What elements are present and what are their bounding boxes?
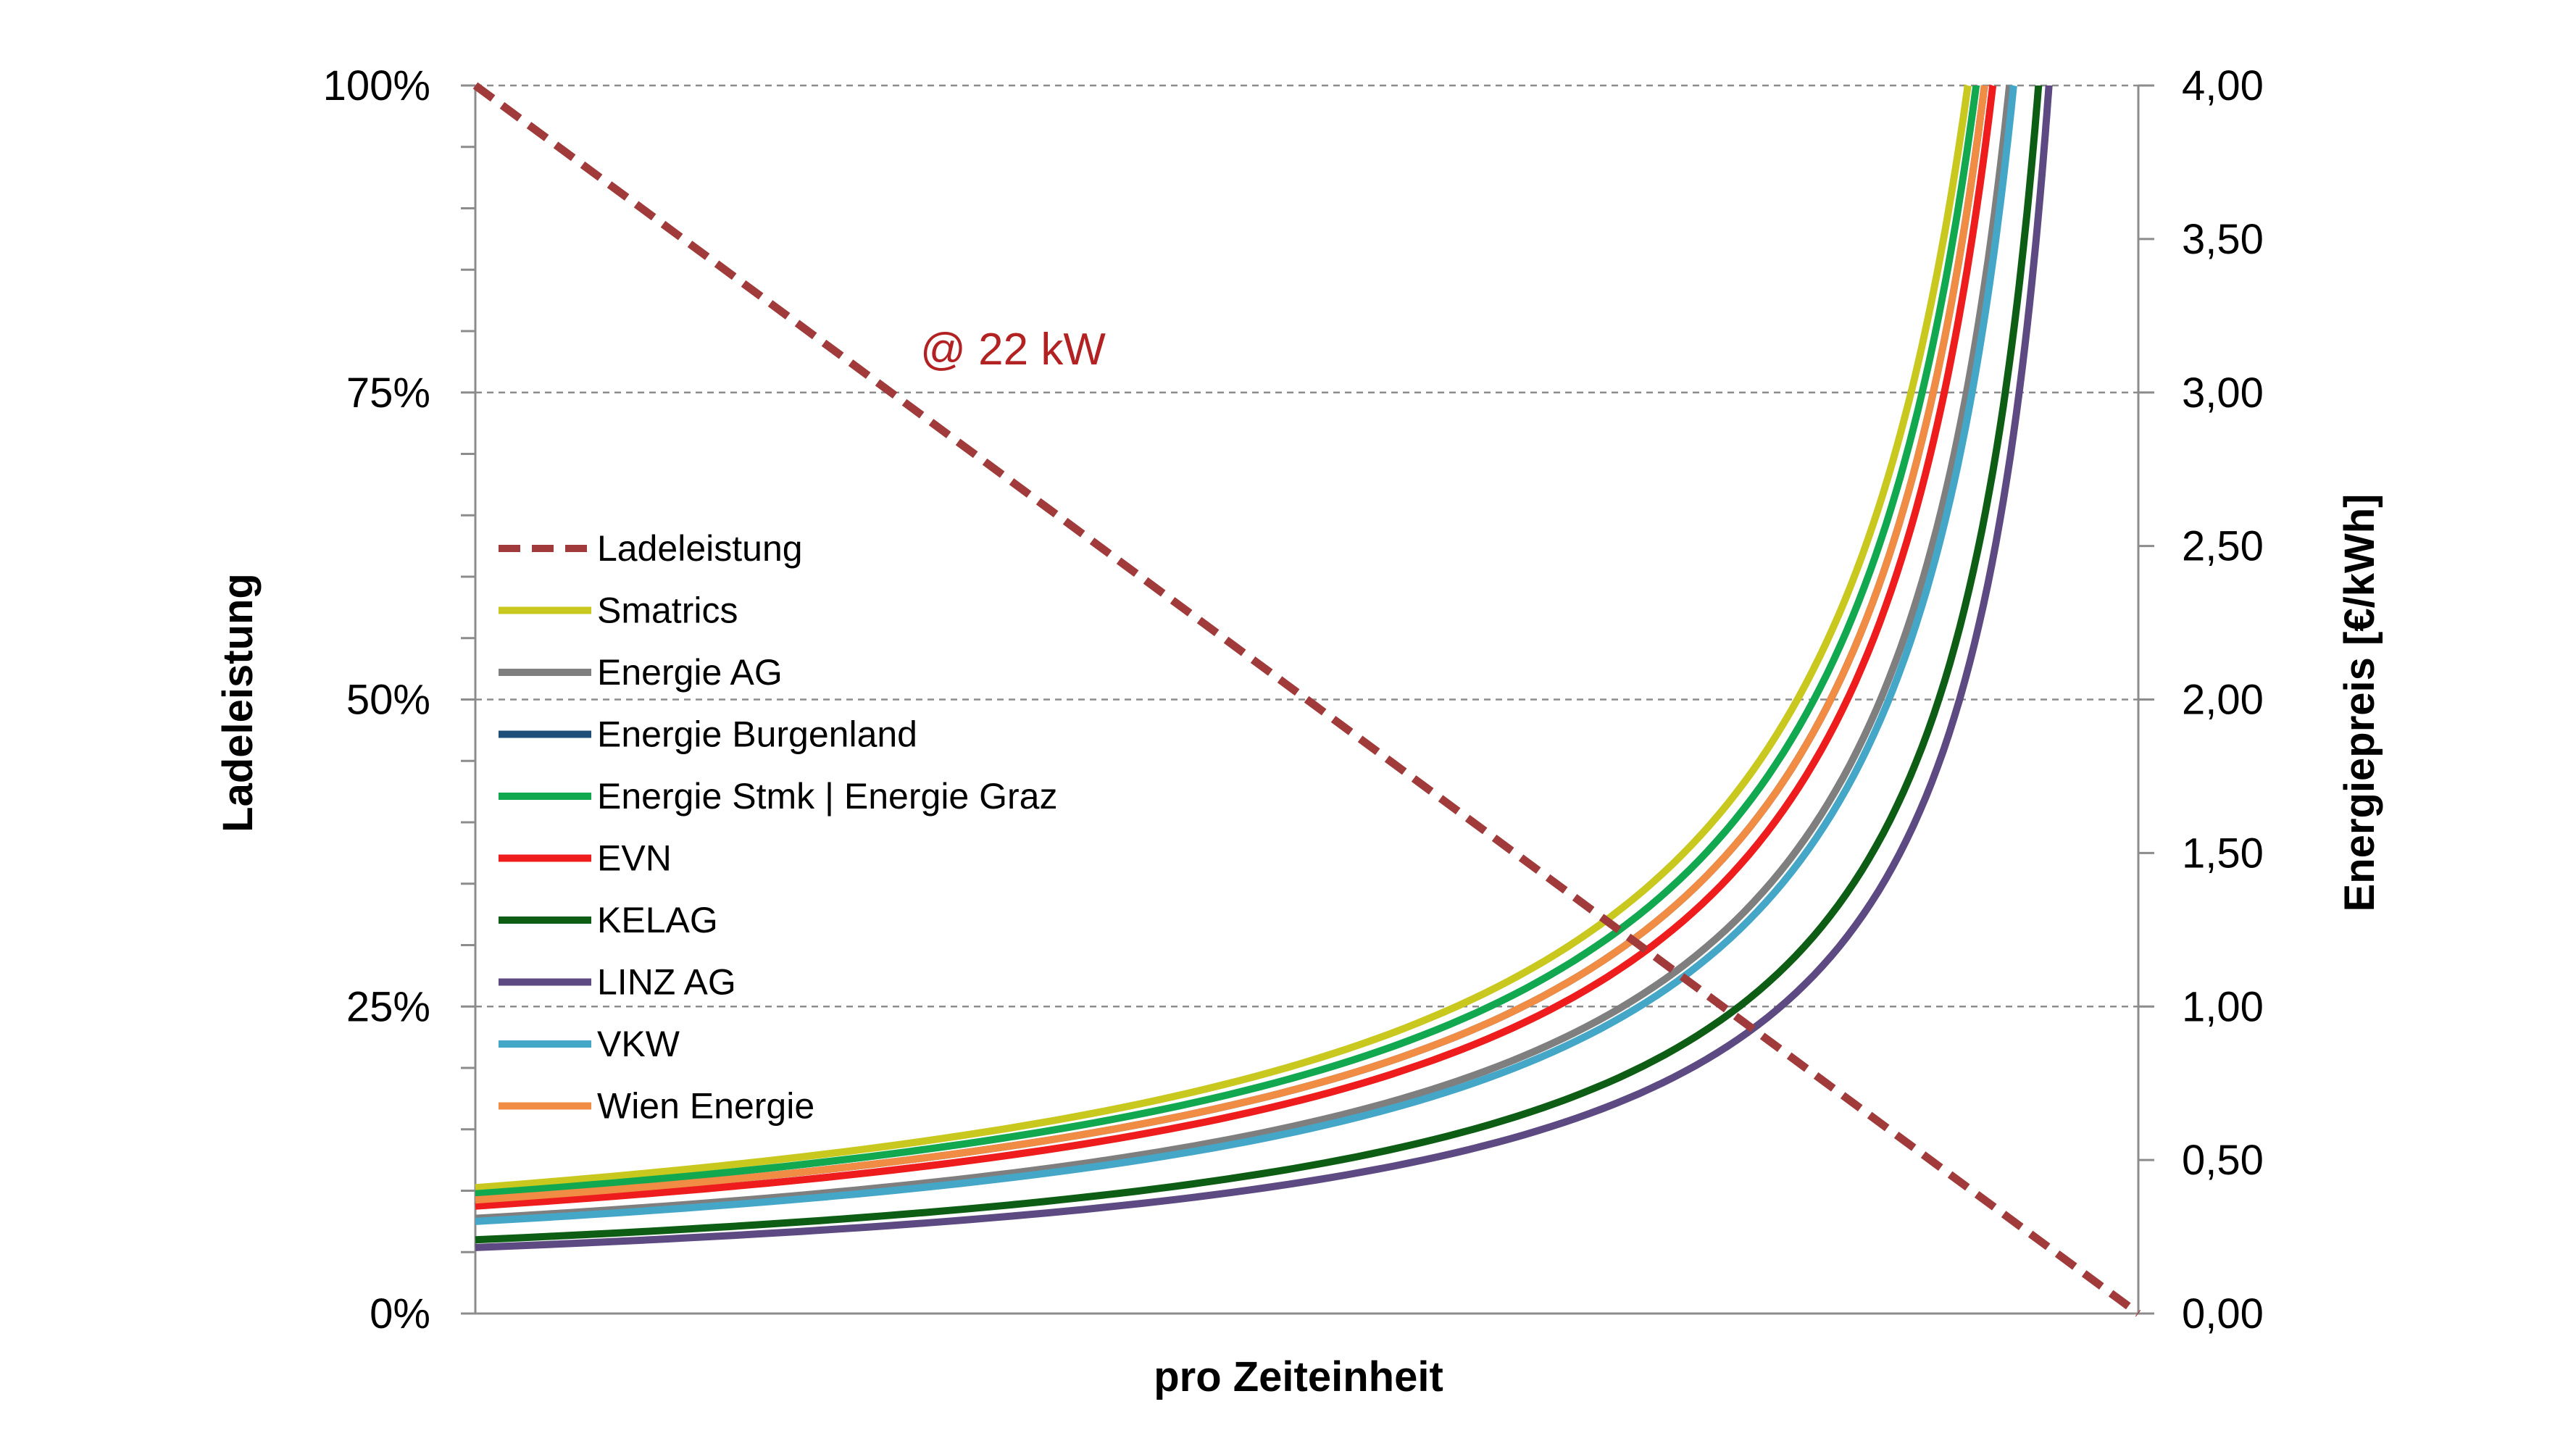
x-axis-title: pro Zeiteinheit: [1154, 1353, 1443, 1400]
legend-label-energie-burgenland: Energie Burgenland: [597, 714, 917, 755]
left-tick-label: 75%: [346, 369, 430, 417]
right-tick-label: 1,50: [2182, 830, 2264, 877]
legend-label-evn: EVN: [597, 838, 672, 879]
legend-label-energie-ag: Energie AG: [597, 652, 783, 693]
right-tick-label: 3,50: [2182, 216, 2264, 263]
legend: Ladeleistung Smatrics Energie AG Energie Bu…: [499, 528, 1057, 1127]
right-axis-ticks: 0,00 0,50 1,00 1,50 2,00 2,50 3,00 3,50 4,00: [2138, 62, 2264, 1337]
annotation-label: @ 22 kW: [920, 325, 1106, 375]
left-axis-title: Ladeleistung: [214, 573, 262, 832]
series-line-energie-stmk-energie-graz: [475, 82, 1980, 1198]
series-line-evn: [475, 82, 1997, 1210]
legend-label-vkw: VKW: [597, 1024, 680, 1064]
left-tick-label: 100%: [323, 62, 430, 109]
legend-label-linz-ag: LINZ AG: [597, 962, 736, 1003]
legend-label-smatrics: Smatrics: [597, 590, 738, 631]
right-tick-label: 0,00: [2182, 1290, 2264, 1337]
right-tick-label: 4,00: [2182, 62, 2264, 109]
legend-label-ladeleistung: Ladeleistung: [597, 528, 803, 569]
series-line-linz-ag: [475, 82, 2053, 1251]
left-tick-label: 25%: [346, 983, 430, 1030]
left-tick-label: 0%: [370, 1290, 430, 1337]
legend-label-wien-energie: Wien Energie: [597, 1086, 814, 1127]
series-line-vkw: [475, 82, 2017, 1225]
grid-lines: [475, 84, 2138, 1008]
series-line-energie-ag: [475, 82, 2014, 1222]
right-tick-label: 3,00: [2182, 369, 2264, 417]
series-layer: [472, 82, 2141, 1317]
legend-label-kelag: KELAG: [597, 900, 718, 940]
right-tick-label: 1,00: [2182, 983, 2264, 1030]
left-tick-label: 50%: [346, 677, 430, 724]
series-line-smatrics: [475, 82, 1972, 1192]
left-axis-ticks: 0% 25% 50% 75% 100%: [323, 62, 475, 1337]
right-axis-title: Energiepreis [€/kWh]: [2336, 494, 2383, 912]
right-tick-label: 2,50: [2182, 523, 2264, 570]
series-line-ladeleistung: [472, 82, 2141, 1317]
series-line-kelag: [475, 82, 2043, 1244]
right-tick-label: 0,50: [2182, 1137, 2264, 1184]
series-line-wien-energie: [475, 82, 1988, 1204]
right-tick-label: 2,00: [2182, 677, 2264, 724]
legend-label-energie-stmk-energie-graz: Energie Stmk | Energie Graz: [597, 776, 1057, 817]
